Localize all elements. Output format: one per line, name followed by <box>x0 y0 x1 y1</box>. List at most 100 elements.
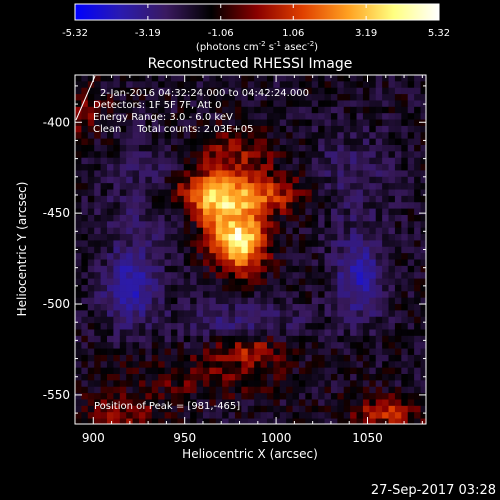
heatmap-cell <box>170 284 178 292</box>
heatmap-cell <box>202 151 210 159</box>
heatmap-cell <box>369 189 377 197</box>
heatmap-cell <box>362 316 370 324</box>
heatmap-cell <box>202 329 210 337</box>
heatmap-cell <box>113 106 121 114</box>
heatmap-cell <box>286 329 294 337</box>
heatmap-cell <box>388 100 396 108</box>
heatmap-cell <box>324 208 332 216</box>
heatmap-cell <box>311 374 319 381</box>
heatmap-cell <box>279 75 287 82</box>
heatmap-cell <box>311 342 319 350</box>
heatmap-cell <box>388 246 396 254</box>
heatmap-cell <box>382 380 390 388</box>
heatmap-cell <box>215 138 223 146</box>
heatmap-cell <box>362 138 370 146</box>
heatmap-cell <box>254 367 262 375</box>
heatmap-cell <box>113 265 121 273</box>
heatmap-cell <box>202 132 210 140</box>
heatmap-cell <box>145 278 153 286</box>
heatmap-cell <box>318 297 326 305</box>
heatmap-cell <box>164 323 172 331</box>
heatmap-cell <box>375 138 383 146</box>
heatmap-cell <box>324 132 332 140</box>
heatmap-cell <box>119 399 127 407</box>
heatmap-cell <box>298 329 306 337</box>
heatmap-cell <box>215 81 223 89</box>
heatmap-cell <box>254 310 262 318</box>
heatmap-cell <box>228 138 236 146</box>
heatmap-cell <box>356 265 364 273</box>
heatmap-cell <box>158 399 166 407</box>
heatmap-cell <box>356 195 364 203</box>
heatmap-cell <box>305 94 313 102</box>
heatmap-cell <box>138 412 146 420</box>
heatmap-cell <box>100 399 108 407</box>
heatmap-cell <box>394 106 402 114</box>
heatmap-cell <box>369 418 377 424</box>
heatmap-cell <box>254 100 262 108</box>
heatmap-cell <box>106 284 114 292</box>
heatmap-cell <box>209 335 217 343</box>
heatmap-cell <box>356 253 364 261</box>
heatmap-cell <box>369 138 377 146</box>
heatmap-cell <box>305 189 313 197</box>
heatmap-cell <box>228 106 236 114</box>
heatmap-cell <box>183 214 191 222</box>
heatmap-cell <box>292 399 300 407</box>
heatmap-cell <box>286 100 294 108</box>
heatmap-cell <box>388 214 396 222</box>
heatmap-cell <box>414 176 422 184</box>
heatmap-cell <box>94 348 102 356</box>
heatmap-cell <box>132 399 140 407</box>
heatmap-cell <box>228 144 236 152</box>
heatmap-cell <box>183 367 191 375</box>
heatmap-cell <box>190 246 198 254</box>
heatmap-cell <box>87 132 95 140</box>
heatmap-cell <box>414 367 422 375</box>
heatmap-cell <box>100 176 108 184</box>
heatmap-cell <box>177 195 185 203</box>
heatmap-cell <box>183 265 191 273</box>
heatmap-cell <box>388 259 396 267</box>
heatmap-cell <box>190 342 198 350</box>
heatmap-cell <box>420 253 426 261</box>
heatmap-cell <box>298 399 306 407</box>
heatmap-cell <box>87 304 95 311</box>
heatmap-cell <box>183 278 191 286</box>
heatmap-cell <box>164 412 172 420</box>
heatmap-cell <box>158 380 166 388</box>
heatmap-cell <box>414 100 422 108</box>
heatmap-cell <box>254 240 262 248</box>
heatmap-cell <box>394 412 402 420</box>
heatmap-cell <box>369 240 377 248</box>
heatmap-cell <box>369 259 377 267</box>
heatmap-cell <box>196 138 204 146</box>
heatmap-cell <box>228 94 236 102</box>
heatmap-cell <box>81 113 89 121</box>
heatmap-cell <box>113 183 121 191</box>
heatmap-cell <box>375 304 383 311</box>
heatmap-cell <box>318 361 326 369</box>
heatmap-cell <box>273 164 281 172</box>
heatmap-cell <box>311 227 319 235</box>
heatmap-cell <box>164 94 172 102</box>
heatmap-cell <box>343 234 351 241</box>
heatmap-cell <box>138 399 146 407</box>
heatmap-cell <box>100 138 108 146</box>
heatmap-cell <box>126 399 134 407</box>
heatmap-cell <box>209 297 217 305</box>
heatmap-cell <box>75 374 82 381</box>
heatmap-cell <box>401 405 409 413</box>
heatmap-cell <box>375 202 383 210</box>
heatmap-cell <box>75 202 82 210</box>
heatmap-cell <box>126 151 134 159</box>
heatmap-cell <box>94 291 102 299</box>
heatmap-cell <box>324 138 332 146</box>
heatmap-cell <box>190 310 198 318</box>
heatmap-cell <box>119 144 127 152</box>
heatmap-cell <box>202 265 210 273</box>
heatmap-cell <box>394 119 402 127</box>
heatmap-cell <box>311 412 319 420</box>
heatmap-cell <box>87 354 95 362</box>
heatmap-cell <box>138 418 146 424</box>
